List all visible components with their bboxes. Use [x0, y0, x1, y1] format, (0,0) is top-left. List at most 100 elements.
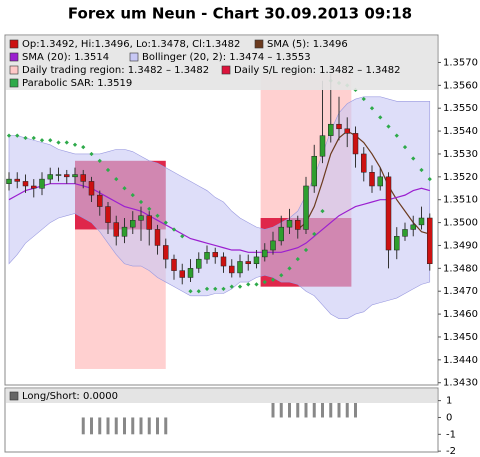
long-short-bar [288, 400, 291, 418]
sar-dot [254, 282, 259, 287]
candle-body [204, 252, 210, 260]
sar-dot [6, 133, 12, 138]
candle-body [72, 174, 78, 178]
long-short-bar [304, 400, 308, 418]
candle-body [171, 258, 177, 271]
long-short-bar [90, 417, 93, 435]
candle-body [22, 181, 29, 187]
legend-swatch [9, 391, 19, 401]
y-tick-label: 1.3430 [443, 378, 478, 389]
sar-dot [411, 156, 416, 161]
long-short-bar [296, 400, 300, 418]
candle-body [245, 261, 251, 265]
sar-dot [229, 284, 234, 289]
legend-box [6, 389, 437, 403]
sar-dot [64, 140, 69, 145]
y-tick-label: 1.3530 [443, 149, 478, 160]
candle-body [154, 229, 161, 246]
legend-label: SMA (5): 1.3496 [267, 39, 348, 50]
y-tick-label: 0 [446, 412, 452, 423]
candle-body [278, 226, 284, 242]
legend-label: Long/Short: 0.0000 [22, 391, 118, 402]
sar-dot [419, 167, 424, 173]
y-tick-label: 1.3450 [443, 332, 478, 343]
sar-dot [97, 158, 102, 163]
long-short-bar [106, 417, 110, 435]
long-short-bar [337, 400, 341, 418]
long-short-bar [156, 417, 159, 435]
candle-body [88, 181, 95, 196]
candle-body [394, 236, 400, 251]
legend-label: SMA (20): 1.3514 [22, 52, 109, 63]
y-tick-label: 1.3490 [443, 240, 478, 251]
sar-dot [213, 286, 218, 292]
sar-dot [270, 277, 276, 282]
candle-body [369, 172, 375, 187]
candle-body [361, 153, 367, 173]
sar-dot [196, 289, 201, 294]
sar-dot [138, 199, 144, 205]
candle-body [6, 178, 12, 184]
sar-dot [204, 286, 210, 292]
long-short-bar [131, 417, 135, 435]
candle-body [295, 220, 301, 230]
y-tick-label: 1.3520 [443, 172, 478, 183]
long-short-bar [139, 417, 143, 435]
sar-dot [188, 289, 193, 294]
legend-swatch [129, 52, 139, 62]
candle-body [262, 249, 268, 258]
candle-body [14, 178, 20, 182]
legend-swatch [9, 78, 19, 88]
sar-dot [402, 144, 408, 150]
candle-body [113, 222, 119, 237]
candle-body [427, 217, 433, 265]
candle-body [130, 220, 136, 228]
candle-body [47, 174, 53, 180]
legend-label: Op:1.3492, Hi:1.3496, Lo:1.3478, Cl:1.34… [22, 39, 240, 50]
sar-dot [89, 151, 94, 157]
sar-dot [130, 193, 135, 198]
candle-body [179, 270, 185, 278]
y-tick-label: 1.3510 [443, 195, 478, 206]
sar-dot [312, 231, 317, 237]
candle-body [31, 185, 37, 189]
y-tick-label: 1.3460 [443, 309, 478, 320]
long-short-bar [147, 417, 151, 435]
sar-dot [23, 135, 28, 141]
sar-dot [15, 133, 20, 138]
y-tick-label: 1.3560 [443, 80, 478, 91]
candle-body [187, 268, 194, 278]
candle-body [64, 174, 70, 178]
candle-body [270, 240, 276, 251]
sar-dot [427, 176, 432, 182]
y-tick-label: 1.3500 [443, 218, 478, 229]
y-tick-label: -2 [446, 446, 456, 457]
candle-body [138, 215, 144, 221]
y-tick-label: 1.3540 [443, 126, 478, 137]
candle-body [55, 174, 62, 176]
sar-dot [295, 257, 300, 262]
indicator-line [8, 183, 430, 253]
sar-dot [105, 167, 111, 173]
legend-label: Parabolic SAR: 1.3519 [22, 78, 132, 89]
long-short-bar [354, 400, 357, 418]
candle-body [80, 174, 86, 182]
legend-swatch [254, 39, 264, 49]
candle-body [237, 261, 243, 274]
candle-body [39, 178, 45, 189]
legend-label: Daily trading region: 1.3482 – 1.3482 [22, 65, 209, 76]
candle-body [418, 217, 425, 226]
candle-body [253, 256, 260, 265]
long-short-bar [312, 400, 316, 418]
candle-body [229, 265, 235, 274]
candle-body [97, 194, 103, 207]
sar-dot [287, 266, 292, 271]
candle-body [303, 185, 309, 230]
long-short-bar [329, 400, 333, 418]
indicator-line [297, 130, 430, 235]
candle-body [196, 258, 202, 269]
long-short-bar [164, 417, 168, 435]
sar-dot [122, 186, 127, 191]
candle-body [286, 220, 293, 228]
